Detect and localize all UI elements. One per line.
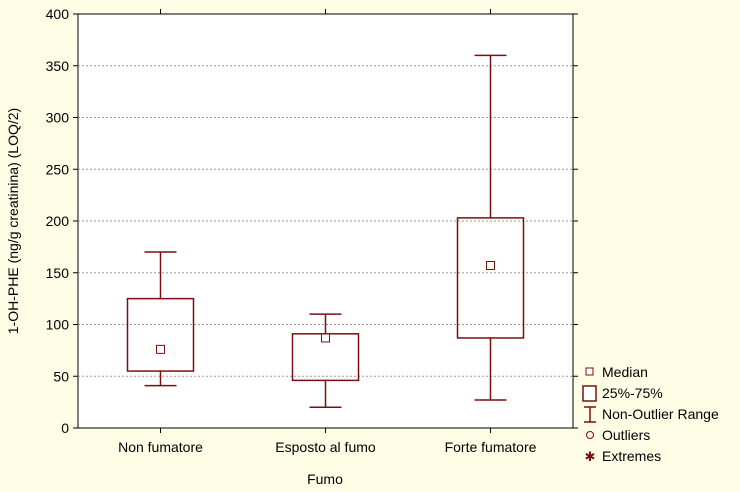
box-1 — [291, 313, 360, 409]
y-tick-label: 300 — [46, 110, 70, 126]
legend-label: 25%-75% — [602, 385, 663, 401]
y-tick-label: 250 — [46, 161, 70, 177]
legend-circle-icon — [586, 431, 594, 439]
median-marker — [321, 333, 330, 343]
legend-item-median-square: Median — [585, 364, 648, 380]
legend-item-circle: Outliers — [586, 427, 650, 443]
y-tick-label: 350 — [46, 58, 70, 74]
y-tick-label: 200 — [46, 213, 70, 229]
y-tick-label: 100 — [46, 317, 70, 333]
median-marker — [486, 261, 495, 271]
y-tick-label: 150 — [46, 265, 70, 281]
legend-whisker-icon — [584, 406, 596, 423]
box-2 — [456, 54, 525, 401]
legend-median-square-icon — [585, 367, 594, 376]
boxes-group — [126, 54, 525, 409]
y-axis-ticks: 0 50 100 150 200 250 300 350 400 — [46, 6, 578, 436]
iqr-box — [456, 217, 525, 339]
legend-label: Median — [602, 364, 648, 380]
x-axis-label: Fumo — [307, 471, 343, 487]
legend-item-box: 25%-75% — [582, 385, 663, 402]
y-axis-label: 1-OH-PHE (ng/g creatinina) (LOQ/2) — [5, 108, 21, 334]
x-tick-label: Esposto al fumo — [275, 439, 376, 455]
y-tick-label: 0 — [61, 420, 69, 436]
box-0 — [126, 251, 195, 387]
x-axis-ticks: Non fumatore Esposto al fumo Forte fumator… — [118, 9, 537, 455]
legend-item-star: ✱ Extremes — [585, 448, 662, 464]
legend-star-icon: ✱ — [585, 449, 596, 464]
median-marker — [156, 344, 165, 354]
legend: Median 25%-75% Non-Outlier Range Outliers ✱ E… — [582, 364, 719, 464]
legend-item-whisker: Non-Outlier Range — [584, 406, 719, 423]
legend-label: Non-Outlier Range — [602, 406, 719, 422]
y-tick-label: 400 — [46, 6, 70, 22]
x-tick-label: Forte fumatore — [445, 439, 537, 455]
legend-label: Extremes — [602, 448, 661, 464]
y-tick-label: 50 — [53, 368, 69, 384]
legend-label: Outliers — [602, 427, 650, 443]
x-tick-label: Non fumatore — [118, 439, 203, 455]
legend-box-icon — [582, 385, 597, 402]
iqr-box — [126, 297, 195, 372]
